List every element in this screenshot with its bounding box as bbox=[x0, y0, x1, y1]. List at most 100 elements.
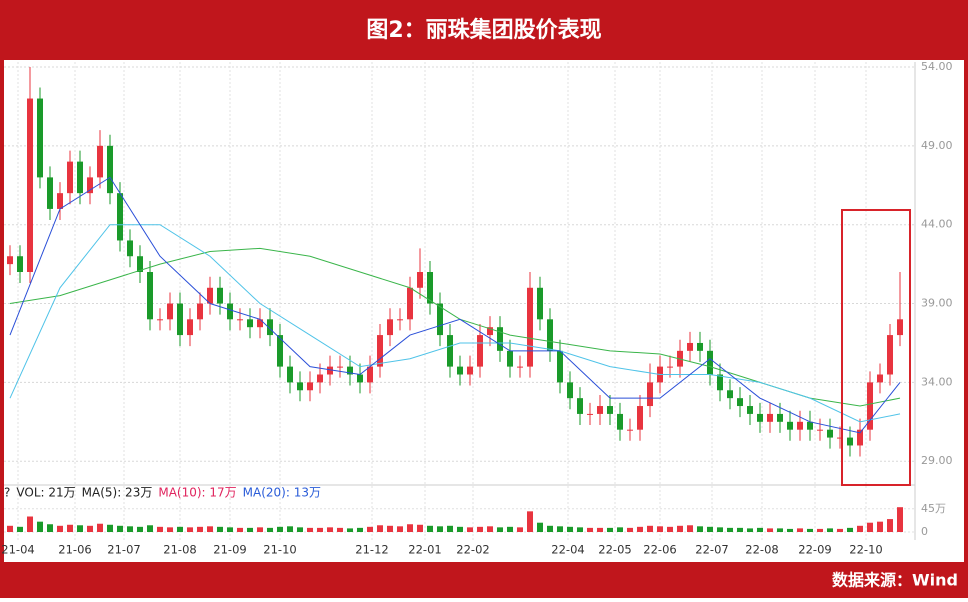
ma-line bbox=[9, 176, 901, 434]
candle-body bbox=[387, 319, 393, 336]
volume-bar bbox=[407, 524, 413, 532]
volume-bar bbox=[667, 526, 673, 532]
volume-bar bbox=[147, 525, 153, 532]
candle-body bbox=[797, 421, 803, 430]
volume-bar bbox=[567, 526, 573, 532]
volume-bar bbox=[677, 525, 683, 532]
volume-bar bbox=[157, 526, 163, 532]
volume-bar bbox=[847, 527, 853, 532]
candle-body bbox=[427, 272, 433, 304]
volume-bar bbox=[207, 526, 213, 532]
candle-body bbox=[787, 421, 793, 430]
volume-bar bbox=[647, 525, 653, 532]
candle-body bbox=[487, 327, 493, 336]
x-tick-label: 21-09 bbox=[213, 543, 246, 557]
volume-bar bbox=[527, 511, 533, 532]
candle-body bbox=[397, 319, 403, 321]
y-tick-label: 29.00 bbox=[921, 454, 953, 467]
volume-bar bbox=[127, 526, 133, 532]
candle-body bbox=[527, 287, 533, 367]
volume-bar bbox=[397, 526, 403, 532]
volume-bar bbox=[807, 528, 813, 532]
volume-bar bbox=[227, 527, 233, 532]
volume-bar bbox=[167, 527, 173, 532]
volume-bar bbox=[447, 525, 453, 532]
candle-body bbox=[517, 366, 523, 368]
volume-bar bbox=[777, 528, 783, 532]
candle-body bbox=[47, 177, 53, 209]
volume-bar bbox=[697, 526, 703, 532]
volume-bar bbox=[497, 527, 503, 532]
volume-bar bbox=[117, 525, 123, 532]
x-tick-label: 22-02 bbox=[456, 543, 489, 557]
volume-bar bbox=[797, 528, 803, 532]
candle-body bbox=[307, 382, 313, 391]
volume-bar bbox=[97, 523, 103, 532]
candle-body bbox=[817, 429, 823, 431]
volume-bar bbox=[637, 526, 643, 532]
candle-body bbox=[877, 374, 883, 383]
x-tick-label: 21-08 bbox=[163, 543, 196, 557]
candle-body bbox=[197, 303, 203, 320]
candle-body bbox=[857, 429, 863, 446]
volume-bar bbox=[67, 524, 73, 532]
candle-body bbox=[257, 319, 263, 328]
candle-body bbox=[87, 177, 93, 194]
volume-bar bbox=[187, 527, 193, 532]
volume-bar bbox=[337, 527, 343, 532]
x-tick-label: 21-07 bbox=[107, 543, 140, 557]
candle-body bbox=[477, 335, 483, 367]
volume-bar bbox=[27, 516, 33, 532]
candle-body bbox=[867, 382, 873, 430]
candle-body bbox=[737, 398, 743, 407]
vol-tick-label: 0 bbox=[921, 525, 928, 538]
volume-bar bbox=[257, 527, 263, 532]
volume-bar bbox=[597, 527, 603, 532]
volume-bar bbox=[417, 524, 423, 532]
candle-body bbox=[667, 366, 673, 368]
candle-body bbox=[337, 366, 343, 368]
volume-bar bbox=[327, 527, 333, 532]
volume-bar bbox=[307, 527, 313, 532]
candle-body bbox=[17, 256, 23, 272]
candle-body bbox=[537, 287, 543, 320]
candle-body bbox=[97, 145, 103, 178]
candle-body bbox=[377, 335, 383, 367]
candle-body bbox=[57, 193, 63, 209]
x-tick-label: 22-08 bbox=[745, 543, 778, 557]
candle-body bbox=[147, 272, 153, 320]
candle-body bbox=[807, 421, 813, 430]
volume-bar bbox=[787, 528, 793, 532]
volume-bar bbox=[367, 526, 373, 532]
candle-body bbox=[237, 319, 243, 321]
volume-bar bbox=[17, 526, 23, 532]
x-tick-label: 21-12 bbox=[355, 543, 388, 557]
volume-bar bbox=[297, 527, 303, 532]
volume-bar bbox=[477, 526, 483, 532]
volume-bar bbox=[357, 527, 363, 532]
x-tick-label: 22-06 bbox=[643, 543, 676, 557]
volume-bar bbox=[537, 522, 543, 532]
candle-body bbox=[767, 413, 773, 422]
volume-bar bbox=[557, 526, 563, 532]
candle-body bbox=[27, 98, 33, 273]
ma-line bbox=[9, 224, 901, 423]
candle-body bbox=[587, 413, 593, 415]
candle-body bbox=[637, 406, 643, 430]
volume-bar bbox=[627, 527, 633, 532]
candle-body bbox=[717, 374, 723, 391]
volume-bar bbox=[377, 525, 383, 532]
volume-bar bbox=[827, 528, 833, 532]
volume-bar bbox=[517, 527, 523, 532]
volume-bar bbox=[267, 527, 273, 532]
volume-bar bbox=[347, 528, 353, 532]
candle-body bbox=[107, 145, 113, 194]
candle-body bbox=[567, 382, 573, 399]
x-tick-label: 21-04 bbox=[1, 543, 34, 557]
candle-body bbox=[467, 366, 473, 375]
volume-bar bbox=[867, 522, 873, 532]
highlight-box bbox=[841, 209, 911, 486]
volume-bar bbox=[727, 527, 733, 532]
volume-bar bbox=[457, 526, 463, 532]
candle-body bbox=[687, 342, 693, 351]
